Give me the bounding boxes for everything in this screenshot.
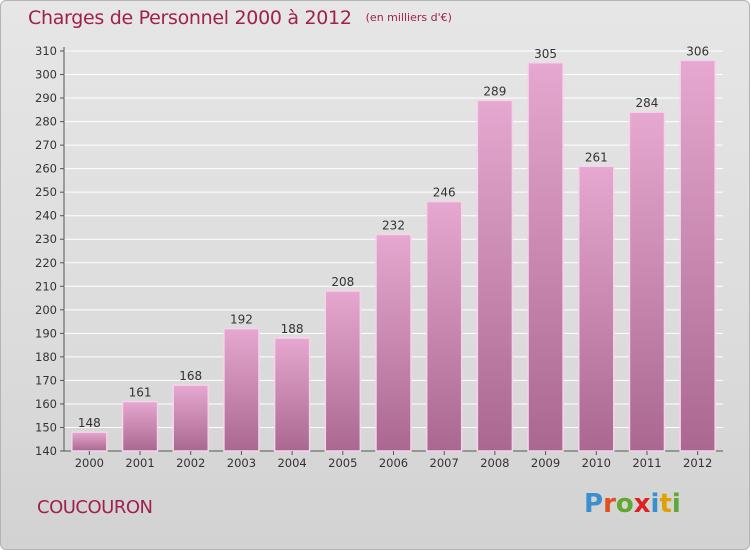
logo-letter: i [650, 489, 660, 519]
data-label-2001: 161 [129, 386, 152, 400]
bar-2011 [628, 111, 666, 452]
logo-letter: x [633, 489, 651, 519]
x-tick-label: 2010 [582, 456, 611, 470]
bar-2001 [121, 400, 159, 452]
data-label-2008: 289 [483, 84, 506, 98]
y-tick-label: 150 [35, 420, 57, 434]
data-label-2011: 284 [636, 96, 659, 110]
title-row: Charges de Personnel 2000 à 2012 (en mill… [28, 7, 452, 29]
y-tick-label: 160 [35, 397, 57, 411]
bar-2007 [425, 200, 463, 452]
y-tick-label: 230 [35, 232, 57, 246]
bar-2012 [679, 59, 716, 452]
bars [71, 59, 716, 452]
y-tick-label: 270 [35, 138, 57, 152]
y-tick-label: 240 [35, 209, 57, 223]
data-label-2002: 168 [179, 369, 202, 383]
y-tick-labels: 140 150 160 170 180 190 200 210 220 230 240 250 260 2… [35, 44, 64, 458]
bar-2005 [324, 290, 362, 452]
y-tick-label: 200 [35, 303, 57, 317]
y-tick-label: 170 [35, 373, 57, 387]
y-tick-label: 290 [35, 91, 57, 105]
logo-letter: r [603, 489, 616, 519]
y-tick-label: 140 [35, 444, 57, 458]
x-tick-label: 2011 [632, 456, 661, 470]
x-tick-label: 2008 [480, 456, 509, 470]
data-label-2000: 148 [78, 416, 101, 430]
logo-letter: P [584, 489, 604, 519]
data-label-2010: 261 [585, 150, 608, 164]
y-tick-label: 310 [35, 44, 57, 58]
bar-2004 [273, 337, 311, 452]
data-label-2006: 232 [382, 219, 405, 233]
y-tick-label: 180 [35, 350, 57, 364]
chart-subtitle: (en milliers d'€) [365, 11, 452, 24]
y-tick-label: 210 [35, 279, 57, 293]
y-tick-label: 190 [35, 326, 57, 340]
x-tick-label: 2004 [277, 456, 306, 470]
x-tick-label: 2001 [125, 456, 154, 470]
x-tick-label: 2005 [328, 456, 357, 470]
x-tick-label: 2009 [531, 456, 560, 470]
bar-2010 [578, 165, 615, 452]
x-tick-labels: 2000 2001 2002 2003 2004 2005 2006 2007 2008 2009… [75, 451, 712, 470]
bar-2000 [71, 431, 108, 452]
bar-2008 [476, 99, 514, 452]
logo-letter: t [659, 489, 672, 519]
commune-name: COUCOURON [37, 497, 153, 518]
bar-2009 [527, 62, 564, 452]
logo-letter: i [671, 489, 681, 519]
data-label-2007: 246 [433, 186, 456, 200]
y-tick-label: 280 [35, 115, 57, 129]
y-tick-label: 220 [35, 256, 57, 270]
data-label-2005: 208 [331, 275, 354, 289]
chart-title: Charges de Personnel 2000 à 2012 [28, 7, 352, 29]
logo-letter: o [615, 489, 634, 519]
x-tick-label: 2007 [430, 456, 459, 470]
x-tick-label: 2006 [379, 456, 408, 470]
y-tick-label: 250 [35, 185, 57, 199]
x-tick-label: 2012 [683, 456, 712, 470]
bar-2003 [223, 327, 260, 452]
x-tick-label: 2003 [227, 456, 256, 470]
bar-2006 [375, 233, 412, 452]
y-tick-label: 260 [35, 162, 57, 176]
x-tick-label: 2002 [176, 456, 205, 470]
y-tick-label: 300 [35, 68, 57, 82]
data-label-2004: 188 [281, 322, 304, 336]
bar-2002 [172, 384, 209, 452]
proxiti-logo[interactable]: Proxiti [584, 489, 681, 519]
x-tick-label: 2000 [75, 456, 104, 470]
data-labels: 148 161 168 192 188 208 232 246 289 305 261 284 306 [78, 44, 709, 430]
data-label-2012: 306 [686, 44, 709, 58]
data-label-2009: 305 [534, 47, 557, 61]
data-label-2003: 192 [230, 313, 253, 327]
